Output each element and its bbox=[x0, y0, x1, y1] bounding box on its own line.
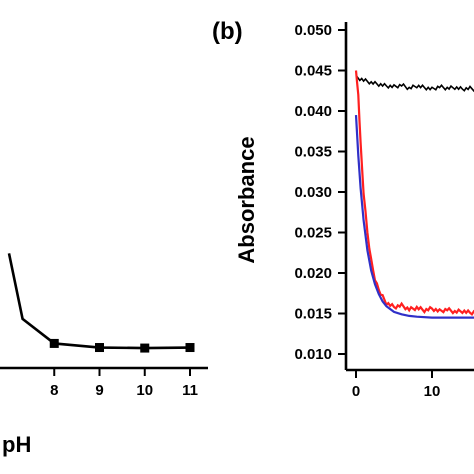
panel-a-data-marker bbox=[140, 343, 150, 353]
panel-b-x-tick-label: 10 bbox=[424, 383, 441, 400]
panel-b-series-red-line bbox=[354, 70, 474, 316]
panel-a-x-tick-label: 9 bbox=[95, 382, 103, 399]
panel-a-data-marker bbox=[95, 343, 104, 353]
panel-a-series-line bbox=[7, 253, 191, 350]
panel-a-data-marker bbox=[49, 338, 59, 348]
panel-b-y-tick-label: 0.030 bbox=[294, 184, 332, 201]
panel-b-y-tick-label: 0.025 bbox=[294, 225, 332, 242]
panel-a-x-tick-label: 8 bbox=[50, 382, 58, 399]
panel-b-x-tick-label: 0 bbox=[352, 383, 360, 400]
panel-b-y-tick-label: 0.040 bbox=[294, 103, 332, 120]
panel-b-label: (b) bbox=[212, 18, 243, 45]
panel-a-x-tick-label: 11 bbox=[182, 382, 198, 399]
panel-b-y-tick-label: 0.020 bbox=[294, 265, 332, 282]
panel-a-series bbox=[7, 253, 195, 353]
panel-b-y-tick-label: 0.035 bbox=[294, 144, 332, 161]
panel-b-ylabel: Absorbance bbox=[234, 136, 259, 263]
panel-b-y-tick-label: 0.050 bbox=[294, 22, 332, 39]
panel-b: (b) Absorbance 0.010 0.015 0.020 0.025 0.030… bbox=[212, 18, 474, 400]
panel-a-x-tick-label: 10 bbox=[136, 382, 153, 399]
panel-b-x-ticks: 0 10 bbox=[352, 370, 441, 400]
panel-b-y-tick-label: 0.015 bbox=[294, 306, 332, 323]
panel-b-y-ticks: 0.010 0.015 0.020 0.025 0.030 0.035 0.040 0.045… bbox=[294, 22, 346, 363]
panel-b-series-blue-line bbox=[354, 115, 474, 319]
panel-b-series bbox=[354, 70, 474, 319]
panel-b-y-tick-label: 0.010 bbox=[294, 346, 332, 363]
panel-a-data-marker bbox=[185, 343, 195, 353]
panel-a: pH 8 9 10 11 bbox=[0, 253, 208, 457]
panel-a-x-ticks: 8 9 10 11 bbox=[50, 368, 198, 399]
panel-a-xlabel: pH bbox=[2, 432, 31, 457]
panel-b-series-black-line bbox=[355, 74, 474, 93]
panel-b-y-tick-label: 0.045 bbox=[294, 63, 332, 80]
